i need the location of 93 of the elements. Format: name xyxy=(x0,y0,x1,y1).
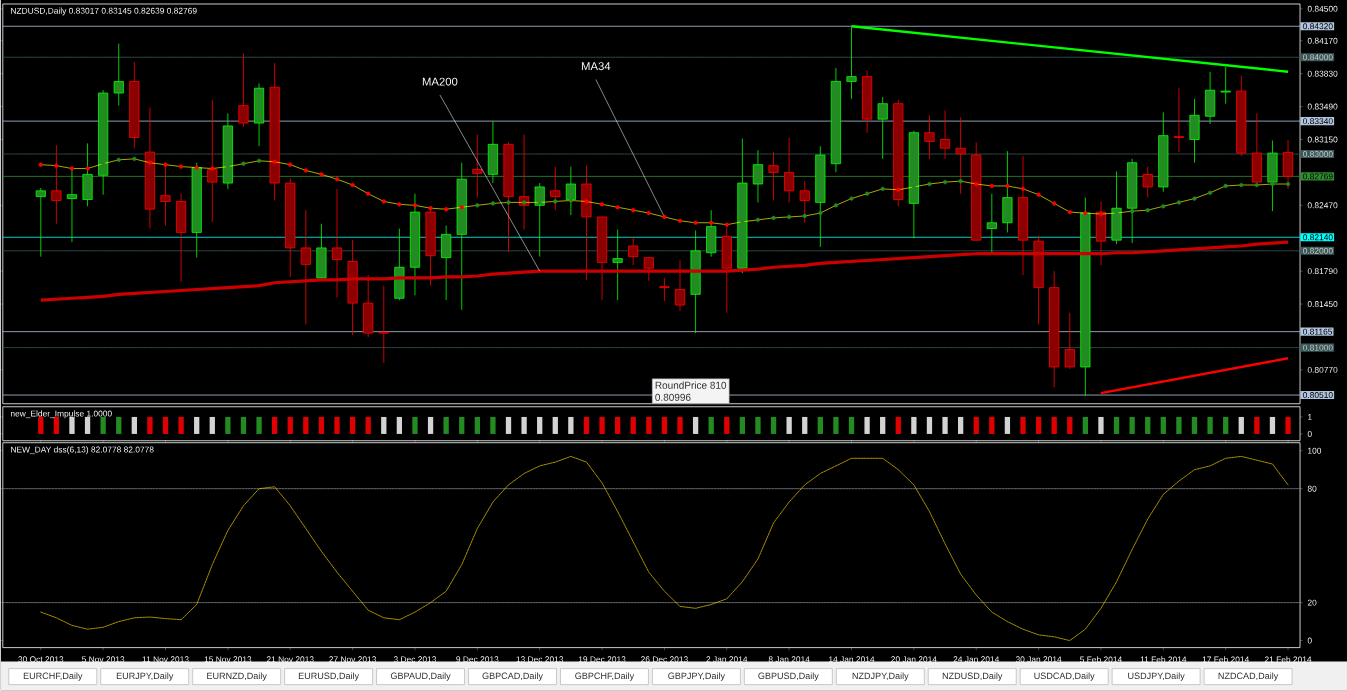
candlestick xyxy=(160,162,171,227)
text: EURNZD,Daily xyxy=(207,672,267,682)
y-tick-label: 0.81450 xyxy=(1307,301,1338,308)
chart-title: NEW_DAY dss(6,13) 82.0778 82.0778 xyxy=(11,446,154,455)
chart-title: NZDUSD,Daily 0.83017 0.83145 0.82639 0.82769 xyxy=(11,7,197,16)
ref-line-label: 0.84000 xyxy=(1303,54,1333,61)
candlestick xyxy=(612,229,623,301)
x-tick-label: 8 Jan 2014 xyxy=(768,656,810,663)
candlestick xyxy=(51,145,62,225)
annotation: MA200 xyxy=(422,77,458,86)
x-tick-label: 20 Jan 2014 xyxy=(891,656,937,663)
candlestick xyxy=(378,285,389,364)
y-tick-label: 1 xyxy=(1308,414,1312,421)
annotation: RoundPrice 810 xyxy=(655,381,727,390)
y-tick-label: 20 xyxy=(1307,599,1317,606)
candlestick xyxy=(534,182,545,258)
x-tick-label: 9 Dec 2013 xyxy=(456,656,499,663)
y-tick-label: 0.83150 xyxy=(1307,136,1338,143)
ref-line-label: 0.82000 xyxy=(1303,248,1333,254)
y-tick-label: 0.80770 xyxy=(1307,367,1338,374)
candlestick xyxy=(113,43,124,107)
candlestick xyxy=(472,134,483,199)
ref-line-label: 0.82140 xyxy=(1303,234,1333,241)
text: EURJPY,Daily xyxy=(116,672,174,682)
y-tick-label: 80 xyxy=(1307,485,1317,492)
x-tick-label: 5 Nov 2013 xyxy=(82,656,125,663)
candlestick xyxy=(784,137,795,204)
candlestick xyxy=(877,96,888,160)
x-tick-label: 30 Jan 2014 xyxy=(1015,656,1062,663)
y-tick-label: 0.84500 xyxy=(1307,6,1338,13)
text: NZDUSD,Daily xyxy=(942,672,1003,682)
text: EURCHF,Daily xyxy=(23,672,83,682)
ref-line-label: 0.83340 xyxy=(1303,118,1333,125)
y-tick-label: 0.83490 xyxy=(1307,103,1338,110)
ref-line-label: 0.81000 xyxy=(1303,344,1333,351)
candlestick xyxy=(659,277,670,302)
chart-title: new_Elder_Impulse 1.0000 xyxy=(10,410,112,419)
candlestick xyxy=(939,110,951,160)
candlestick xyxy=(628,236,639,266)
x-tick-label: 2 Jan 2014 xyxy=(706,656,748,663)
ref-line-label: 0.82769 xyxy=(1303,173,1333,180)
candlestick xyxy=(799,180,810,224)
candlestick xyxy=(1064,312,1075,370)
ref-line-label: 0.81165 xyxy=(1303,328,1333,335)
x-tick-label: 14 Jan 2014 xyxy=(829,656,875,663)
x-tick-label: 30 Oct 2013 xyxy=(18,656,64,663)
text: GBPUSD,Daily xyxy=(758,672,819,682)
y-tick-label: 0.81790 xyxy=(1307,268,1338,275)
y-tick-label: 0 xyxy=(1307,637,1312,644)
y-tick-label: 100 xyxy=(1308,447,1322,454)
candlestick xyxy=(238,53,249,128)
x-tick-label: 11 Nov 2013 xyxy=(142,656,189,663)
ref-line-label: 0.84320 xyxy=(1303,23,1333,30)
x-tick-label: 11 Feb 2014 xyxy=(1140,656,1187,663)
candlestick xyxy=(674,260,686,312)
y-tick-label: 0.84170 xyxy=(1307,38,1338,44)
text: GBPAUD,Daily xyxy=(390,672,451,682)
x-tick-label: 17 Feb 2014 xyxy=(1202,656,1249,663)
text: EURUSD,Daily xyxy=(298,672,360,682)
x-tick-label: 24 Jan 2014 xyxy=(953,656,1000,663)
ref-line-label: 0.80510 xyxy=(1303,392,1333,399)
candlestick xyxy=(1173,88,1184,153)
annotation: 0.80996 xyxy=(655,393,691,402)
candlestick xyxy=(300,209,311,325)
ref-line-label: 0.83000 xyxy=(1303,151,1333,158)
x-tick-label: 19 Dec 2013 xyxy=(578,656,626,663)
text: GBPCHF,Daily xyxy=(575,672,635,682)
candlestick xyxy=(441,225,452,301)
x-tick-label: 15 Nov 2013 xyxy=(204,656,252,663)
x-tick-label: 5 Feb 2014 xyxy=(1080,656,1122,663)
candlestick xyxy=(643,257,654,282)
annotation: MA34 xyxy=(581,62,611,71)
text: USDJPY,Daily xyxy=(1128,672,1185,682)
text: NZDJPY,Daily xyxy=(852,672,909,682)
candlestick xyxy=(768,151,779,202)
x-tick-label: 26 Dec 2013 xyxy=(641,656,688,663)
text: GBPJPY,Daily xyxy=(668,672,726,682)
y-tick-label: 0.82470 xyxy=(1307,202,1338,209)
candlestick xyxy=(924,115,935,160)
candlestick xyxy=(207,99,218,223)
y-tick-label: 0 xyxy=(1307,431,1312,438)
candlestick xyxy=(331,188,343,298)
x-tick-label: 3 Dec 2013 xyxy=(393,656,437,663)
text: NZDCAD,Daily xyxy=(1218,672,1279,682)
x-tick-label: 21 Feb 2014 xyxy=(1264,656,1312,663)
text: GBPCAD,Daily xyxy=(482,672,543,682)
x-tick-label: 27 Nov 2013 xyxy=(329,656,377,663)
candlestick xyxy=(1142,166,1153,199)
text: USDCAD,Daily xyxy=(1034,672,1095,682)
x-tick-label: 13 Dec 2013 xyxy=(516,656,564,663)
y-tick-label: 0.83830 xyxy=(1307,70,1338,77)
x-tick-label: 21 Nov 2013 xyxy=(266,656,314,663)
candlestick xyxy=(35,187,46,258)
